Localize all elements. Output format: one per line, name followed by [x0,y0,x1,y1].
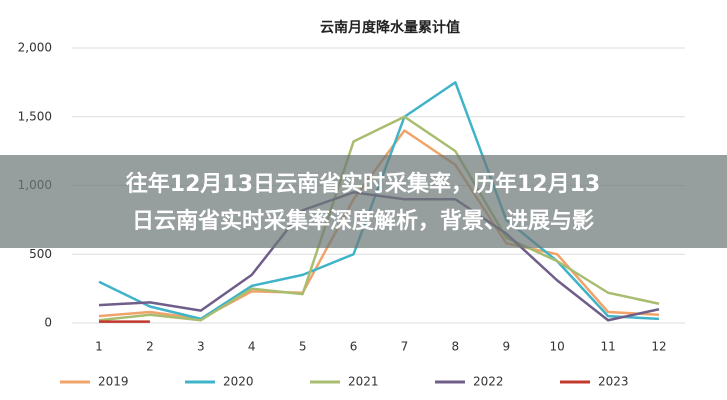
x-tick-label: 1 [95,340,103,354]
x-tick-label: 5 [299,340,307,354]
y-tick-label: 2,000 [18,41,52,55]
x-tick-label: 6 [350,340,358,354]
x-tick-label: 7 [401,340,409,354]
legend-label: 2023 [598,375,629,389]
y-tick-label: 0 [44,316,52,330]
series-line [98,115,660,322]
x-tick-label: 3 [197,340,205,354]
legend-label: 2019 [98,375,129,389]
x-tick-label: 9 [502,340,510,354]
banner-background [0,155,727,248]
y-tick-label: 500 [29,247,52,261]
y-tick-label: 1,500 [18,109,52,123]
banner-text: 往年12月13日云南省实时采集率，历年12月13 [126,171,600,197]
x-tick-label: 11 [600,340,615,354]
legend-label: 2022 [473,375,504,389]
x-tick-label: 12 [651,340,666,354]
legend-label: 2021 [348,375,379,389]
chart-title: 云南月度降水量累计值 [320,19,460,36]
x-tick-label: 8 [452,340,460,354]
banner-text: 日云南省实时采集率深度解析，背景、进展与影 [132,208,594,234]
x-tick-label: 4 [248,340,256,354]
x-tick-label: 10 [550,340,565,354]
legend-label: 2020 [223,375,254,389]
x-tick-label: 2 [146,340,154,354]
